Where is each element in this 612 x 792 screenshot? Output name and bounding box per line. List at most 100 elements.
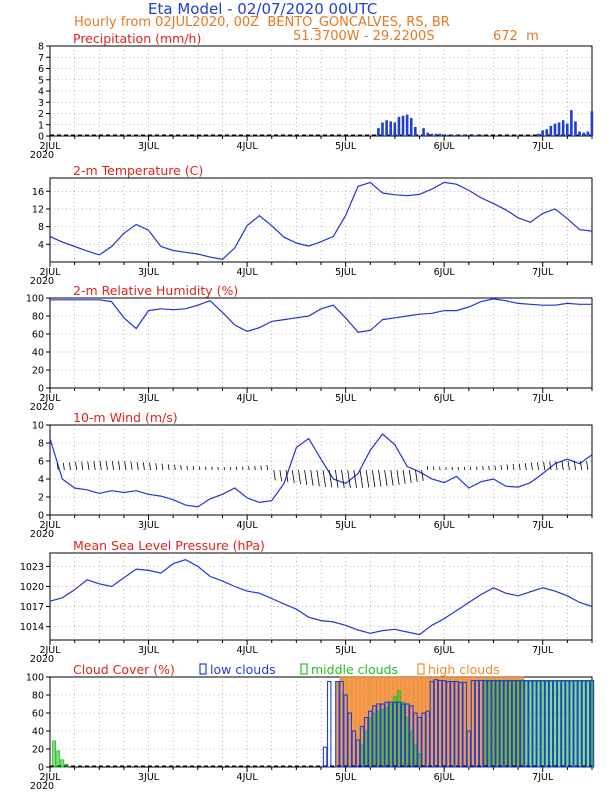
wind-barb	[402, 469, 406, 484]
middle-cloud-bar	[372, 712, 377, 768]
precip-bar	[422, 128, 425, 136]
middle-cloud-bar	[360, 744, 364, 768]
wind-barb	[353, 469, 357, 489]
x-year-label: 2020	[30, 654, 54, 665]
middle-cloud-bar	[553, 681, 557, 768]
x-tick-label: 4JUL	[237, 267, 259, 278]
precip-bar	[405, 114, 409, 136]
wind-barb	[62, 462, 65, 471]
y-tick-label: 6	[38, 457, 44, 468]
precip-bar	[446, 134, 450, 136]
x-tick-label: 4JUL	[237, 393, 259, 404]
x-year-label: 2020	[30, 150, 54, 161]
low-cloud-bar	[359, 725, 365, 768]
middle-cloud-bar	[491, 681, 496, 768]
wind-barb	[75, 461, 78, 471]
precip-bar	[434, 133, 438, 136]
wind-barb	[573, 460, 576, 471]
x-tick-label: 7JUL	[532, 645, 554, 656]
precip-bar	[414, 127, 417, 136]
x-tick-label: 2JUL	[39, 267, 61, 278]
middle-cloud-bar	[368, 717, 373, 768]
legend-swatch	[300, 663, 308, 675]
wind-barb	[291, 469, 295, 484]
low-cloud-bar	[409, 705, 414, 768]
y-tick-label: 8	[38, 222, 44, 233]
precip-bar	[549, 125, 553, 136]
middle-cloud-bar	[60, 759, 65, 768]
panel-2	[46, 177, 593, 267]
series-line	[49, 433, 593, 508]
wind-barb	[87, 461, 90, 471]
wind-barb	[555, 461, 558, 471]
wind-barb	[543, 461, 546, 471]
precip-bar	[430, 133, 434, 136]
low-cloud-bar	[544, 680, 550, 768]
x-tick-label: 6JUL	[434, 393, 456, 404]
middle-cloud-bar	[56, 750, 61, 768]
low-cloud-bar	[372, 705, 377, 768]
precip-bar	[590, 111, 594, 136]
precip-bar	[475, 134, 479, 136]
middle-cloud-bar	[590, 681, 594, 768]
low-cloud-bar	[515, 680, 521, 768]
middle-cloud-bar	[413, 744, 418, 768]
run-subtitle: Hourly from 02JUL2020, 00Z BENTO_GONCALV…	[74, 15, 450, 30]
x-year-label: 2020	[30, 402, 54, 413]
low-cloud-bar	[577, 680, 582, 768]
middle-cloud-bar	[524, 681, 529, 768]
series-line	[49, 181, 593, 260]
panel-5	[46, 552, 593, 645]
low-cloud-bar	[368, 710, 373, 768]
y-tick-label: 20	[32, 366, 44, 377]
middle-cloud-bar	[52, 740, 57, 768]
precip-bar	[541, 130, 544, 136]
panel-title: 2-m Temperature (C)	[73, 163, 203, 178]
precip-bar	[565, 123, 569, 136]
low-cloud-bar	[413, 712, 418, 768]
y-tick-label: 100	[26, 673, 44, 684]
y-tick-label: 40	[32, 727, 44, 738]
low-cloud-bar	[503, 680, 509, 768]
wind-barb	[347, 469, 351, 489]
x-tick-label: 7JUL	[532, 267, 554, 278]
wind-barb	[586, 461, 589, 471]
x-tick-label: 3JUL	[138, 772, 160, 783]
wind-barb	[426, 466, 429, 471]
series-line	[49, 559, 593, 636]
low-cloud-bar	[454, 680, 459, 768]
middle-cloud-bar	[581, 681, 586, 768]
middle-cloud-bar	[528, 681, 533, 768]
low-cloud-bar	[322, 746, 328, 768]
wind-barb	[365, 469, 370, 488]
low-cloud-bar	[462, 681, 467, 768]
low-cloud-bar	[585, 680, 591, 768]
middle-cloud-bar	[532, 681, 537, 768]
wind-barb	[432, 466, 435, 471]
low-cloud-bar	[556, 680, 562, 768]
x-tick-label: 2JUL	[39, 141, 61, 152]
panel-3	[46, 297, 593, 393]
precip-bar	[442, 134, 446, 136]
middle-cloud-bar	[577, 681, 582, 768]
wind-barb	[186, 465, 188, 471]
wind-barb	[415, 469, 418, 483]
y-tick-label: 4	[38, 87, 44, 98]
x-tick-label: 2JUL	[39, 645, 61, 656]
low-cloud-bar	[433, 679, 439, 768]
precip-bar	[455, 134, 458, 136]
low-cloud-bar	[450, 680, 455, 768]
precip-bar	[377, 128, 380, 136]
low-cloud-bar	[495, 680, 500, 768]
wind-barb	[205, 466, 207, 471]
series-line	[50, 298, 592, 333]
low-cloud-bar	[376, 703, 381, 768]
wind-barb	[161, 463, 164, 471]
y-tick-label: 80	[32, 691, 44, 702]
middle-cloud-bar	[405, 717, 410, 768]
wind-barb	[316, 469, 320, 487]
low-cloud-bar	[499, 680, 504, 768]
precip-bar	[479, 134, 483, 136]
wind-barb	[506, 464, 509, 471]
low-cloud-bar	[400, 703, 406, 768]
